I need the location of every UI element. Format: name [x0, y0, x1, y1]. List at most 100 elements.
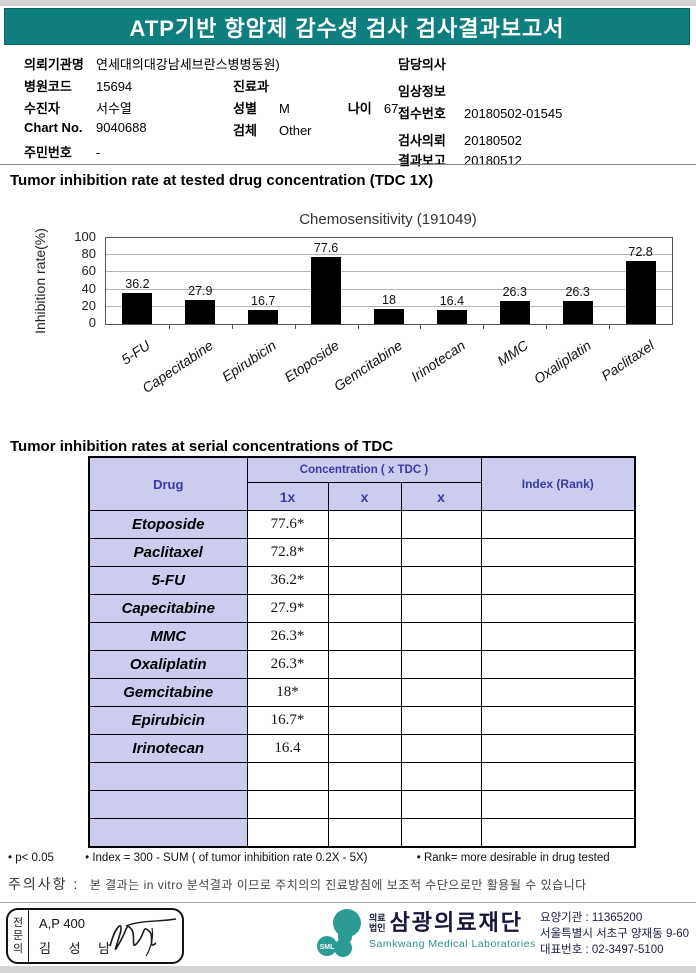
conc-x-cell: [327, 650, 402, 679]
table-row: Paclitaxel 72.8*: [88, 538, 636, 567]
col-header-concentration: Concentration ( x TDC ): [246, 456, 482, 483]
field-value: 연세대의대강남세브란스병병동원): [96, 57, 280, 72]
bar: [185, 300, 216, 324]
bar-value-label: 26.3: [502, 285, 527, 300]
col-header-drug: Drug: [88, 456, 248, 511]
gridline: [106, 305, 672, 307]
field-value: 9040688: [96, 120, 147, 135]
y-axis-ticks: 0 20 40 60 80 100: [58, 229, 100, 330]
conc-1x-cell: 26.3*: [246, 622, 329, 651]
field-label: 병원코드: [24, 79, 72, 94]
field-label: 진료과: [233, 79, 269, 94]
conc-x-cell: [327, 538, 402, 567]
org-type-line2: 법인: [369, 923, 386, 933]
conc-1x-cell: 18*: [246, 678, 329, 707]
gridline: [106, 271, 672, 273]
drug-cell: 5-FU: [88, 566, 248, 595]
conc-x-cell: [327, 622, 402, 651]
field-requesting-org: 의뢰기관명 연세대의대강남세브란스병병동원): [24, 54, 280, 73]
certifier-code: A,P 400: [39, 916, 86, 931]
bar-value-label: 26.3: [565, 285, 590, 300]
tdc-table-body: Etoposide 77.6* Paclitaxel 72.8* 5-FU 36.2* Ca…: [88, 510, 636, 848]
certifier-role-text: 전문의: [12, 916, 24, 955]
drug-cell: Irinotecan: [88, 734, 248, 763]
field-label: 담당의사: [398, 57, 446, 72]
field-label: 결과보고: [398, 153, 446, 168]
org-type: 의료 법인: [369, 913, 386, 935]
patient-info-section: 의뢰기관명 연세대의대강남세브란스병병동원) 병원코드 15694 수진자 서수…: [0, 50, 696, 168]
drug-cell: Epirubicin: [88, 706, 248, 735]
field-value: M: [279, 101, 290, 116]
index-cell: [480, 510, 636, 539]
chart-title: Chemosensitivity (191049): [299, 211, 477, 228]
field-test-request-date: 검사의뢰 20180502: [398, 130, 522, 149]
page-title: ATP기반 항암제 감수성 검사 검사결과보고서: [129, 15, 565, 41]
field-department: 진료과: [233, 76, 279, 95]
x-minor-tick: [168, 325, 170, 329]
top-border-strip: [0, 0, 696, 6]
conc-x-cell: [400, 734, 482, 763]
contact-line-phone: 대표번호 : 02-3497-5100: [540, 944, 664, 956]
conc-x-cell: [327, 762, 402, 791]
index-cell: [480, 678, 636, 707]
field-label: 성별: [233, 101, 257, 116]
field-label: 임상정보: [398, 84, 446, 99]
conc-x-cell: [400, 706, 482, 735]
org-name: 삼광의료재단: [389, 910, 524, 935]
conc-x-cell: [400, 790, 482, 819]
field-label: 주민번호: [24, 145, 72, 160]
conc-x-cell: [327, 818, 402, 848]
caution-text: 본 결과는 in vitro 분석결과 이므로 주치의의 진료방침에 보조적 수…: [89, 878, 587, 892]
field-label: 수진자: [24, 101, 60, 116]
bar-value-label: 16.4: [439, 293, 465, 308]
table-footnotes: • p< 0.05 • Index = 300 - SUM ( of tumor…: [8, 852, 696, 864]
bottom-border-strip: [0, 966, 696, 973]
index-cell: [480, 538, 636, 567]
col-header-index-rank: Index (Rank): [480, 456, 636, 511]
index-cell: [480, 622, 636, 651]
conc-1x-cell: 26.3*: [246, 650, 329, 679]
conc-x-cell: [400, 566, 482, 595]
index-cell: [480, 566, 636, 595]
x-minor-tick: [231, 325, 233, 329]
organization-block: 의료 법인 삼광의료재단 Samkwang Medical Laboratori…: [369, 910, 536, 951]
field-value: 서수열: [96, 101, 132, 116]
conc-x-cell: [400, 538, 482, 567]
y-tick-label: 60: [81, 263, 96, 279]
table-row: Etoposide 77.6*: [88, 510, 636, 539]
bar: [436, 309, 467, 324]
index-cell: [480, 790, 636, 819]
field-sex-age: 성별 M 나이 67: [233, 98, 398, 117]
sml-logo-icon: SML: [317, 909, 361, 957]
x-minor-tick: [546, 325, 548, 329]
drug-cell: [88, 762, 248, 791]
table-row: [88, 762, 636, 791]
bar: [374, 308, 404, 324]
x-minor-tick: [609, 325, 611, 329]
footnote-rank: • Rank= more desirable in drug tested: [416, 852, 610, 864]
certifier-name: 김 성 남: [39, 941, 118, 956]
field-doctor: 담당의사: [398, 54, 464, 73]
drug-cell: [88, 790, 248, 819]
footnote-index-formula: • Index = 300 - SUM ( of tumor inhibitio…: [85, 852, 368, 864]
org-type-line1: 의료: [369, 913, 386, 923]
field-result-report-date: 결과보고 20180512: [398, 150, 522, 169]
conc-x-cell: [327, 566, 402, 595]
x-minor-tick: [357, 325, 359, 329]
x-minor-tick: [483, 325, 485, 329]
section-divider: [0, 164, 696, 165]
drug-cell: [88, 818, 248, 848]
col-header-x1: x: [327, 482, 402, 511]
conc-x-cell: [400, 650, 482, 679]
conc-x-cell: [400, 678, 482, 707]
footer: 전문의 A,P 400 김 성 남 SML 의료: [0, 905, 696, 966]
x-minor-tick: [420, 325, 422, 329]
bar-value-label: 36.2: [125, 276, 150, 291]
bar-value-label: 72.8: [628, 245, 653, 260]
caution-label: 주의사항 :: [8, 876, 80, 892]
conc-1x-cell: [246, 762, 329, 791]
logo-monogram: SML: [320, 944, 336, 951]
conc-x-cell: [327, 734, 402, 763]
conc-x-cell: [327, 510, 402, 539]
y-tick-label: 100: [74, 229, 96, 244]
